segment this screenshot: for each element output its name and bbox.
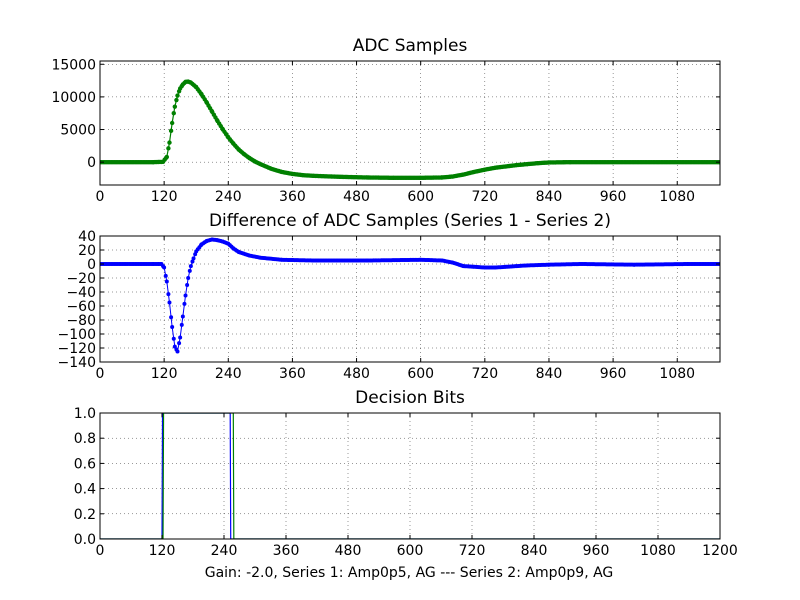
x-tick-label: 0	[96, 366, 105, 382]
x-tick-label: 360	[279, 189, 306, 205]
data-point	[179, 322, 184, 327]
data-point	[169, 120, 175, 126]
x-tick-label: 840	[521, 543, 548, 559]
chart-panel-2: Difference of ADC Samples (Series 1 - Se…	[58, 211, 721, 382]
series-layer	[100, 79, 720, 181]
x-tick-label: 120	[149, 543, 176, 559]
data-point	[187, 268, 192, 273]
data-point	[188, 264, 193, 269]
y-tick-label: −100	[58, 327, 96, 343]
x-tick-label: 720	[459, 543, 486, 559]
y-tick-label: 1.0	[74, 406, 96, 422]
x-tick-label: 600	[407, 366, 434, 382]
data-point	[175, 349, 180, 354]
x-tick-label: 240	[215, 189, 242, 205]
x-tick-label: 1080	[659, 366, 695, 382]
data-point	[168, 128, 174, 134]
x-tick-label: 0	[96, 543, 105, 559]
y-tick-label: 0.2	[74, 507, 96, 523]
y-tick-label: −120	[58, 341, 96, 357]
x-tick-label: 120	[151, 366, 178, 382]
data-point	[190, 259, 195, 264]
y-tick-label: 0	[87, 155, 96, 171]
x-tick-label: 960	[600, 189, 627, 205]
data-point	[167, 140, 172, 145]
y-tick-label: −60	[66, 299, 96, 315]
plot-frame	[99, 235, 721, 363]
y-tick-label: 20	[78, 243, 96, 259]
series-layer	[100, 413, 720, 539]
figure-footer: Gain: -2.0, Series 1: Amp0p5, AG --- Ser…	[205, 565, 614, 581]
data-point	[180, 314, 185, 319]
x-tick-label: 240	[215, 366, 242, 382]
data-point	[164, 154, 170, 160]
y-tick-label: 0.8	[74, 431, 96, 447]
series-line-1	[100, 238, 720, 353]
x-tick-label: 1200	[702, 543, 738, 559]
chart-title: Decision Bits	[355, 388, 465, 408]
y-tick-label: 0.6	[74, 456, 96, 472]
data-point	[171, 336, 176, 341]
data-point	[166, 146, 171, 151]
data-point	[162, 265, 167, 270]
y-tick-label: −140	[58, 355, 96, 371]
data-point	[185, 283, 190, 287]
data-point	[183, 293, 188, 298]
data-point	[172, 344, 177, 349]
data-point	[186, 276, 191, 280]
series-line-2	[100, 413, 720, 539]
series-line-1	[100, 413, 720, 539]
y-tick-label: 0.4	[74, 482, 96, 498]
y-tick-label: 40	[78, 229, 96, 245]
x-tick-label: 960	[600, 366, 627, 382]
chart-panel-1: ADC Samples 0 120 240 360 480 600 720 840 960 1080…	[51, 36, 721, 205]
x-tick-label: 480	[343, 366, 370, 382]
data-point	[175, 93, 180, 98]
y-tick-label: −20	[66, 271, 96, 287]
data-point	[177, 341, 182, 346]
plot-frame	[99, 412, 721, 540]
x-tick-label: 120	[151, 189, 178, 205]
x-tick-label: 960	[583, 543, 610, 559]
x-tick-label: 360	[273, 543, 300, 559]
data-point	[169, 315, 174, 320]
data-point	[170, 325, 175, 329]
data-point	[178, 335, 183, 340]
x-tick-label: 720	[471, 366, 498, 382]
plot-frame	[99, 60, 721, 186]
data-point	[172, 104, 178, 109]
y-tick-label: −80	[66, 313, 96, 329]
data-point	[166, 292, 171, 297]
x-tick-label: 720	[471, 189, 498, 205]
x-tick-label: 0	[96, 189, 105, 205]
data-point	[163, 273, 168, 278]
x-tick-label: 240	[211, 543, 238, 559]
y-tick-label: 15000	[51, 57, 96, 73]
x-tick-label: 600	[397, 543, 424, 559]
chart-title: ADC Samples	[353, 36, 468, 56]
x-tick-label: 1080	[659, 189, 695, 205]
series-layer	[100, 237, 720, 354]
x-tick-label: 480	[343, 189, 370, 205]
x-tick-label: 840	[536, 189, 563, 205]
chart-title: Difference of ADC Samples (Series 1 - Se…	[209, 211, 611, 231]
x-tick-label: 360	[279, 366, 306, 382]
y-tick-label: 5000	[60, 123, 96, 139]
y-tick-label: 0	[87, 257, 96, 273]
x-tick-label: 480	[335, 543, 362, 559]
data-point	[182, 301, 187, 306]
x-tick-label: 600	[407, 189, 434, 205]
y-tick-label: −40	[66, 285, 96, 301]
data-point	[167, 300, 172, 305]
data-point	[174, 97, 179, 103]
chart-panel-3: Decision Bits 0 120 240 360 480 600 720 840 960 10…	[74, 388, 738, 559]
x-tick-label: 1080	[640, 543, 676, 559]
data-point	[191, 256, 196, 261]
y-tick-label: 0.0	[74, 532, 96, 548]
x-tick-label: 840	[536, 366, 563, 382]
y-tick-label: 10000	[51, 90, 96, 106]
data-point	[164, 279, 169, 284]
data-point	[171, 111, 176, 116]
